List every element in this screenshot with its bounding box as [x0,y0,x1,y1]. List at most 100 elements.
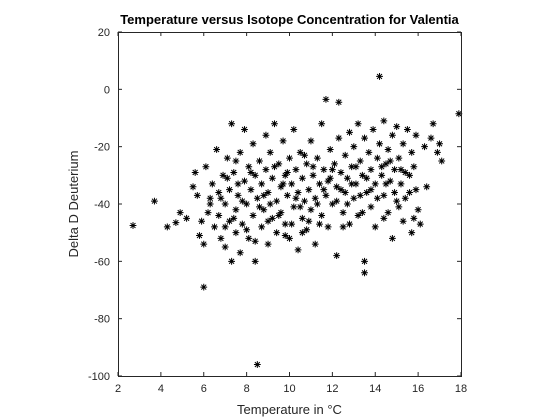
data-point [369,126,377,133]
data-point [341,189,349,196]
data-point [264,240,272,248]
data-point [395,154,403,162]
data-point [226,217,233,225]
data-point [313,154,321,162]
data-point [352,163,360,171]
data-point [296,149,304,156]
data-point [414,206,422,214]
data-point [191,169,199,176]
data-point [238,220,246,228]
data-point [333,197,341,205]
data-point [376,73,383,80]
data-point [298,214,306,222]
data-point [198,217,206,225]
data-point [286,235,293,242]
data-point [391,189,398,196]
data-point [346,128,353,136]
data-point [337,186,345,194]
data-point [176,209,184,216]
data-point [230,214,238,222]
data-point [215,212,223,219]
data-point [213,146,221,153]
data-point [328,200,336,208]
x-tick-label: 4 [158,383,164,395]
data-point [382,160,390,168]
x-tick-label: 16 [412,383,424,395]
data-point [281,220,289,228]
data-point [163,223,171,231]
data-point [421,143,428,151]
data-point [350,194,358,202]
data-point [373,154,381,162]
data-point [335,134,343,142]
x-tick-label: 6 [201,383,207,395]
data-point [283,192,291,199]
data-point [266,200,274,208]
data-point [217,194,225,202]
data-point [232,157,240,165]
x-tick-label: 2 [115,383,121,395]
data-point [296,203,304,211]
data-point [228,120,236,128]
data-point [354,212,362,219]
data-point [412,131,420,139]
y-axis-label: Delta D Deuterium [66,151,81,258]
data-point [382,180,390,188]
chart-title: Temperature versus Isotope Concentration… [120,12,459,27]
data-point [436,140,443,148]
data-point [356,157,364,165]
data-point [397,180,405,188]
data-point [206,200,214,208]
data-point [268,214,276,222]
data-point [151,197,158,205]
data-point [311,194,319,202]
data-point [236,149,244,156]
y-tick-label: 20 [98,27,110,39]
data-point [371,223,379,231]
data-point [389,235,396,242]
data-point [202,163,210,171]
data-point [331,160,338,168]
data-point [275,160,283,168]
data-point [271,120,278,128]
x-tick-label: 14 [369,383,381,395]
data-point [376,140,383,148]
data-point [290,203,298,211]
data-point [316,220,323,228]
x-tick-label: 10 [283,383,295,395]
data-point [384,209,392,216]
data-point [251,257,259,265]
data-point [337,169,345,176]
data-point [273,229,281,237]
data-point [358,171,366,179]
y-tick-label: -100 [88,371,110,383]
data-point [318,212,326,219]
data-point [356,192,364,199]
data-point [247,186,255,194]
data-point [427,134,435,142]
data-point [455,110,463,118]
data-point [307,137,315,145]
data-point [251,171,259,179]
data-point [251,237,259,245]
data-point [301,197,308,205]
data-point [393,197,401,205]
x-axis-label: Temperature in °C [237,402,342,417]
data-point [241,177,248,185]
data-point [223,174,231,182]
y-tick-label: -20 [94,142,110,154]
data-point [322,95,330,103]
y-tick-label: -80 [94,314,110,326]
data-point [352,180,360,188]
data-point [193,192,201,199]
data-point [341,151,349,159]
data-point [266,149,274,156]
data-point [333,252,341,259]
data-point [258,223,266,231]
data-point [281,171,289,179]
data-point [129,222,137,229]
data-point [204,209,212,216]
data-point [380,214,388,222]
data-point [260,192,268,199]
data-point [245,163,253,171]
